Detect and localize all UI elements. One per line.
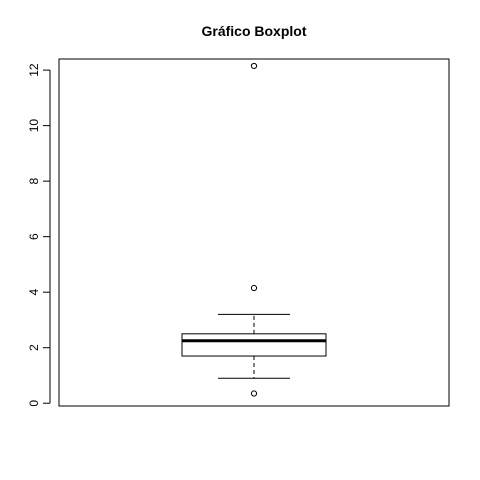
y-tick-label: 2 (27, 344, 41, 351)
chart-title: Gráfico Boxplot (201, 23, 306, 39)
outlier-group (250, 62, 258, 397)
outlier-point (250, 284, 258, 292)
y-axis: 0 2 4 6 8 10 12 (27, 63, 51, 407)
y-tick-label: 12 (27, 63, 41, 77)
iqr-box (181, 333, 327, 357)
outlier-point (250, 390, 258, 397)
y-tick-label: 8 (27, 177, 41, 184)
y-tick-label: 10 (27, 119, 41, 133)
y-tick-label: 4 (27, 289, 41, 296)
y-tick-label: 6 (27, 233, 41, 240)
plot-frame (58, 58, 450, 407)
y-tick-label: 0 (27, 400, 41, 407)
outlier-point (250, 62, 258, 70)
box-group (181, 313, 327, 379)
